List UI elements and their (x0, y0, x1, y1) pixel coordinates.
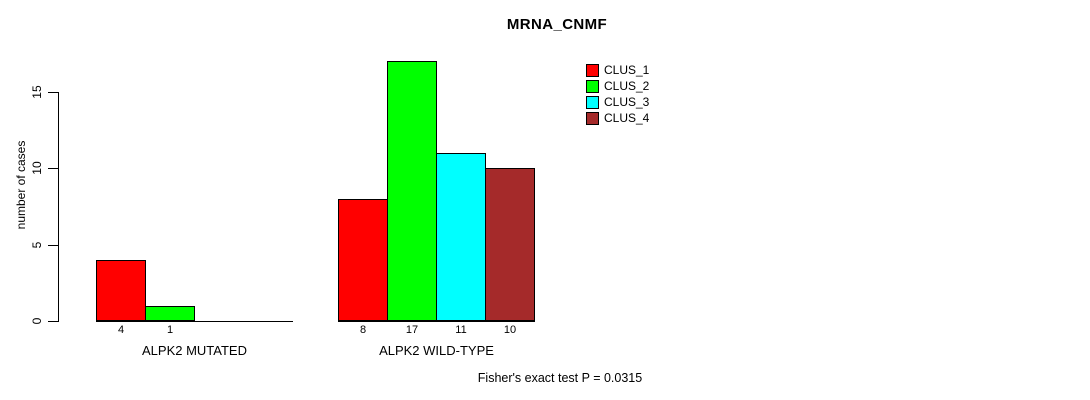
legend-item: CLUS_3 (586, 94, 649, 110)
y-axis-tick-label: 10 (30, 161, 44, 175)
chart-title: MRNA_CNMF (506, 16, 608, 33)
bar-value-label: 8 (359, 324, 367, 336)
legend-swatch (586, 63, 599, 77)
y-axis-tick (48, 168, 58, 169)
legend-swatch (586, 111, 599, 125)
y-axis-tick-label: 0 (30, 317, 44, 325)
legend-swatch (586, 95, 599, 109)
legend-label: CLUS_2 (604, 79, 650, 93)
bar-value-label: 1 (166, 324, 174, 336)
bar (96, 260, 146, 321)
bar (387, 61, 437, 321)
stat-annotation: Fisher's exact test P = 0.0315 (477, 371, 643, 385)
bar (338, 199, 388, 321)
bar-value-label: 17 (405, 324, 419, 336)
bar (485, 168, 535, 321)
legend-item: CLUS_2 (586, 78, 649, 94)
y-axis-tick-label: 15 (30, 85, 44, 99)
bar-value-label: 10 (503, 324, 517, 336)
y-axis-tick (48, 245, 58, 246)
group-baseline (96, 321, 293, 322)
y-axis-tick-label: 5 (30, 241, 44, 249)
group-baseline (338, 321, 535, 322)
bar-value-label: 4 (117, 324, 125, 336)
bar-value-label: 11 (455, 324, 467, 336)
group-label: ALPK2 MUTATED (142, 343, 247, 358)
legend-label: CLUS_4 (604, 111, 650, 125)
y-axis-tick (48, 92, 58, 93)
y-axis-line (58, 91, 59, 322)
legend-label: CLUS_1 (604, 63, 650, 77)
group-label: ALPK2 WILD-TYPE (379, 343, 494, 358)
legend: CLUS_1 CLUS_2 CLUS_3 CLUS_4 (586, 62, 649, 126)
legend-label: CLUS_3 (604, 95, 650, 109)
legend-item: CLUS_4 (586, 110, 649, 126)
bar (436, 153, 486, 321)
y-axis-title: number of cases (14, 140, 28, 230)
legend-item: CLUS_1 (586, 62, 649, 78)
bar (145, 306, 195, 321)
legend-swatch (586, 79, 599, 93)
y-axis-tick (48, 321, 58, 322)
